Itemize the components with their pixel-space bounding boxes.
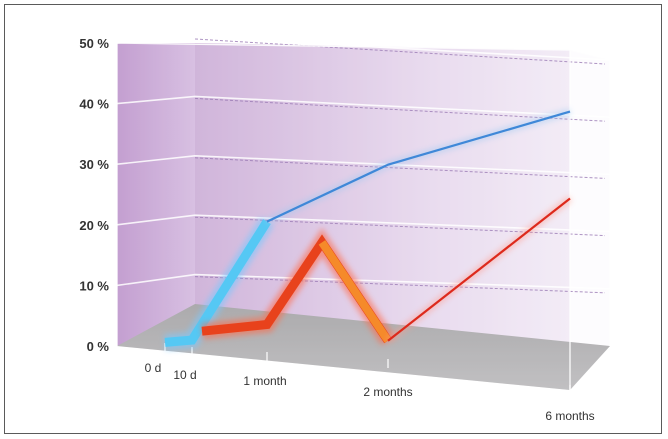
gridline (116, 273, 611, 290)
x-tick-label: 1 month (243, 374, 286, 388)
y-tick-label: 10 % (79, 278, 109, 293)
y-tick-label: 50 % (79, 36, 109, 51)
series-line (387, 197, 571, 342)
x-tick-label: 10 d (173, 368, 196, 382)
x-tick-label: 2 months (363, 385, 412, 399)
left-wall (117, 43, 195, 346)
series-ribbon-highlight (318, 240, 392, 343)
x-tick-label: 0 d (145, 361, 162, 375)
gridline-shadow (194, 97, 606, 122)
y-tick-label: 30 % (79, 157, 109, 172)
box-edges (116, 42, 611, 390)
x-axis-ticks: 0 d 10 d 1 month 2 months 6 months (145, 343, 595, 423)
box-edge (569, 49, 611, 61)
x-tick-label: 6 months (545, 409, 594, 423)
series-lines (164, 108, 573, 351)
y-tick-label: 0 % (87, 339, 110, 354)
gridline (116, 95, 611, 118)
box-edge (116, 42, 571, 51)
gridline-shadow (194, 38, 606, 65)
grid-lines (116, 36, 611, 294)
y-tick-label: 20 % (79, 218, 109, 233)
gridline (116, 214, 611, 233)
front-pane (117, 43, 610, 390)
gridline-shadow (194, 216, 606, 237)
gridline-shadow (194, 276, 606, 294)
gridline-shadow (194, 157, 606, 179)
y-axis-ticks: 0 % 10 % 20 % 30 % 40 % 50 % (79, 36, 109, 354)
y-tick-label: 40 % (79, 97, 109, 112)
gridline (116, 154, 611, 176)
gridline (116, 36, 611, 61)
